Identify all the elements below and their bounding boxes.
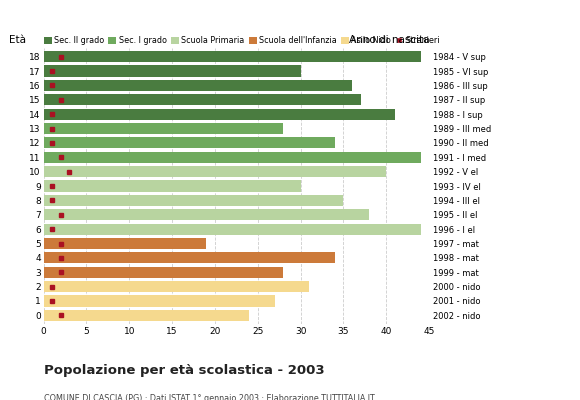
Bar xyxy=(44,94,361,105)
Bar xyxy=(44,108,395,120)
Bar xyxy=(44,166,386,177)
Bar xyxy=(44,209,369,220)
Text: COMUNE DI CASCIA (PG) · Dati ISTAT 1° gennaio 2003 · Elaborazione TUTTITALIA.IT: COMUNE DI CASCIA (PG) · Dati ISTAT 1° ge… xyxy=(44,394,374,400)
Bar xyxy=(44,123,284,134)
Bar xyxy=(44,65,300,77)
Bar xyxy=(44,180,300,192)
Bar xyxy=(44,310,249,321)
Bar xyxy=(44,224,420,235)
Legend: Sec. II grado, Sec. I grado, Scuola Primaria, Scuola dell'Infanzia, Asilo Nido, : Sec. II grado, Sec. I grado, Scuola Prim… xyxy=(44,36,440,45)
Bar xyxy=(44,267,284,278)
Bar xyxy=(44,295,275,307)
Text: Anno di nascita: Anno di nascita xyxy=(349,35,429,45)
Bar xyxy=(44,238,206,249)
Bar xyxy=(44,137,335,148)
Text: Popolazione per età scolastica - 2003: Popolazione per età scolastica - 2003 xyxy=(44,364,324,377)
Bar xyxy=(44,152,420,163)
Bar xyxy=(44,80,352,91)
Bar xyxy=(44,51,420,62)
Bar xyxy=(44,195,343,206)
Text: Età: Età xyxy=(9,35,26,45)
Bar xyxy=(44,252,335,264)
Bar xyxy=(44,281,309,292)
